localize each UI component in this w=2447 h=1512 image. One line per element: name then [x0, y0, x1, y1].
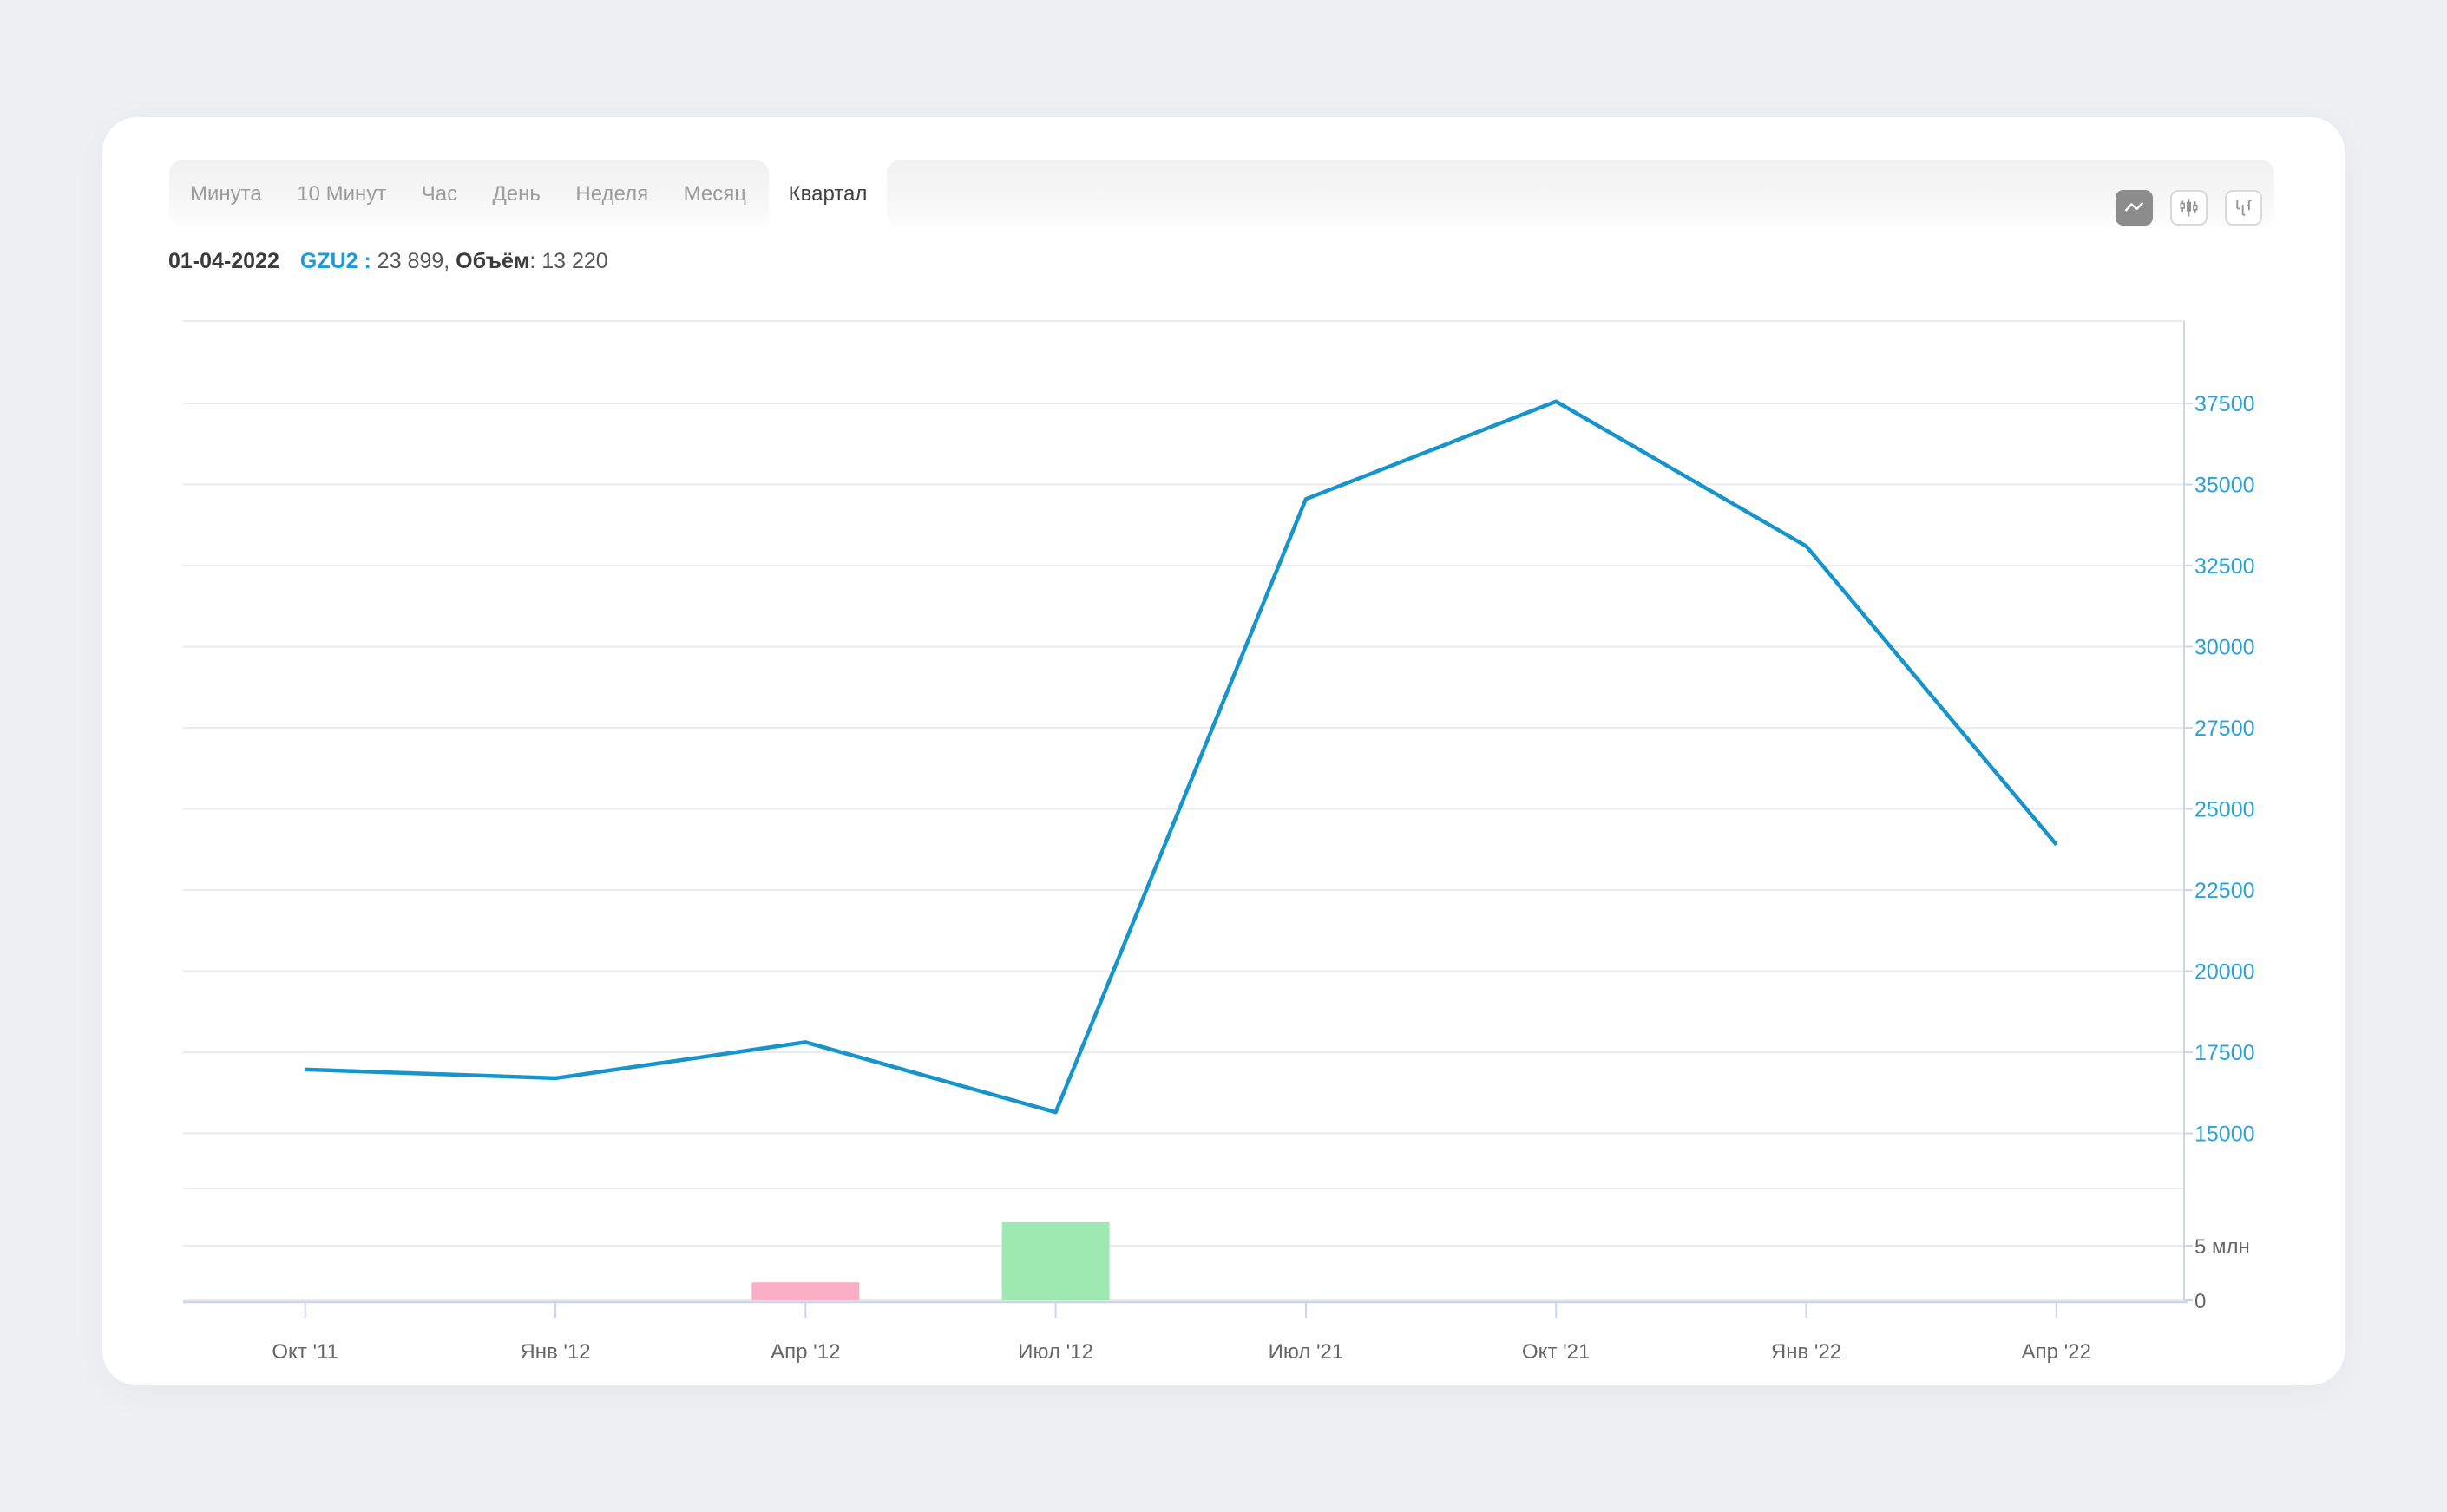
legend-symbol: GZU2 : [299, 249, 371, 273]
price-line-series [305, 399, 2058, 1115]
svg-text:15000: 15000 [2194, 1123, 2255, 1147]
volume-bar [751, 1282, 860, 1300]
svg-text:17500: 17500 [2194, 1041, 2255, 1065]
svg-text:Окт '21: Окт '21 [1522, 1340, 1590, 1364]
svg-text:30000: 30000 [2194, 636, 2255, 660]
chart-legend: 01-04-2022 GZU2 : 23 899, Объём: 13 220 [168, 249, 608, 274]
svg-text:Июл '21: Июл '21 [1269, 1340, 1344, 1364]
toolbar-strip [887, 160, 2274, 227]
legend-price: 23 899, [371, 249, 456, 273]
candlestick-chart-icon[interactable] [2170, 190, 2208, 226]
chart-card: Минута 10 Минут Час День Неделя Месяц Квартал [102, 117, 2345, 1385]
svg-text:5 млн: 5 млн [2194, 1235, 2250, 1259]
svg-text:Апр '12: Апр '12 [771, 1340, 840, 1364]
interval-tab[interactable]: Час [421, 181, 458, 206]
interval-tab[interactable]: Месяц [683, 181, 746, 206]
svg-text:Янв '12: Янв '12 [520, 1340, 590, 1364]
legend-volume-label: Объём [456, 249, 530, 273]
interval-tab[interactable]: День [492, 181, 541, 206]
svg-text:0: 0 [2194, 1290, 2206, 1313]
svg-text:20000: 20000 [2194, 960, 2255, 985]
interval-tab[interactable]: Минута [190, 181, 262, 206]
svg-text:22500: 22500 [2194, 879, 2255, 903]
svg-text:35000: 35000 [2194, 474, 2255, 498]
ohlc-chart-icon[interactable] [2225, 190, 2262, 226]
legend-volume-value: : 13 220 [529, 249, 608, 273]
interval-tab-quarter[interactable]: Квартал [769, 160, 887, 227]
svg-text:27500: 27500 [2194, 717, 2255, 741]
svg-text:32500: 32500 [2194, 554, 2255, 579]
svg-text:Апр '22: Апр '22 [2022, 1340, 2091, 1364]
svg-text:Окт '11: Окт '11 [272, 1340, 338, 1364]
interval-tab[interactable]: 10 Минут [297, 181, 387, 206]
volume-bar [1001, 1221, 1110, 1300]
interval-tabs: Минута 10 Минут Час День Неделя Месяц [169, 160, 769, 227]
interval-tab-bar: Минута 10 Минут Час День Неделя Месяц [169, 160, 769, 227]
svg-text:25000: 25000 [2194, 798, 2255, 822]
svg-text:37500: 37500 [2194, 392, 2255, 416]
svg-text:Июл '12: Июл '12 [1018, 1340, 1093, 1364]
svg-text:Янв '22: Янв '22 [1771, 1340, 1841, 1364]
chart-type-buttons [2116, 190, 2262, 226]
legend-date: 01-04-2022 [168, 249, 279, 273]
price-volume-chart[interactable]: 15000 17500 20000 22500 25000 27500 30000 32500… [102, 117, 2345, 1385]
interval-tab[interactable]: Неделя [575, 181, 649, 206]
line-chart-icon[interactable] [2116, 190, 2153, 226]
